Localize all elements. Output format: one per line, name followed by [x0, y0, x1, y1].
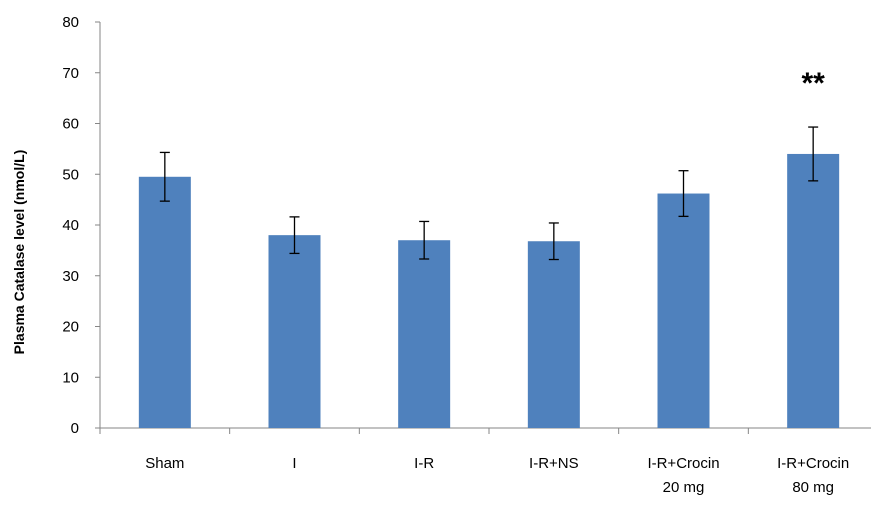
significance-annotation: **: [801, 67, 825, 100]
y-tick-label: 60: [62, 116, 79, 133]
y-axis-label: Plasma Catalase level (nmol/L): [11, 150, 27, 355]
x-tick-label: I-R+Crocin 80 mg: [777, 455, 849, 496]
error-bars: **: [159, 67, 825, 261]
x-tick-label: I-R: [414, 455, 434, 472]
x-tick-label: I-R+NS: [529, 455, 579, 472]
bars: [138, 153, 840, 428]
x-tick-label: Sham: [145, 455, 184, 472]
x-axis: [99, 427, 871, 434]
bar: [398, 240, 451, 428]
y-axis: 0 10 20 30 40 50 60 70 80: [62, 14, 101, 437]
x-tick-label: I-R+Crocin 20 mg: [647, 455, 719, 496]
bar: [268, 235, 321, 428]
y-tick-label: 20: [62, 319, 79, 336]
bar: [787, 153, 840, 428]
y-tick-label: 70: [62, 65, 79, 82]
bar: [657, 193, 710, 428]
y-tick-label: 0: [71, 420, 79, 437]
y-tick-label: 40: [62, 217, 79, 234]
y-tick-label: 30: [62, 268, 79, 285]
x-tick-label: I: [292, 455, 296, 472]
category-labels: Sham I I-R I-R+NS I-R+Crocin 20 mg I-R+Crocin 8…: [145, 455, 849, 496]
y-tick-label: 50: [62, 166, 79, 183]
y-tick-label: 80: [62, 14, 79, 31]
y-tick-label: 10: [62, 369, 79, 386]
bar: [527, 241, 580, 428]
bar: [138, 176, 191, 428]
